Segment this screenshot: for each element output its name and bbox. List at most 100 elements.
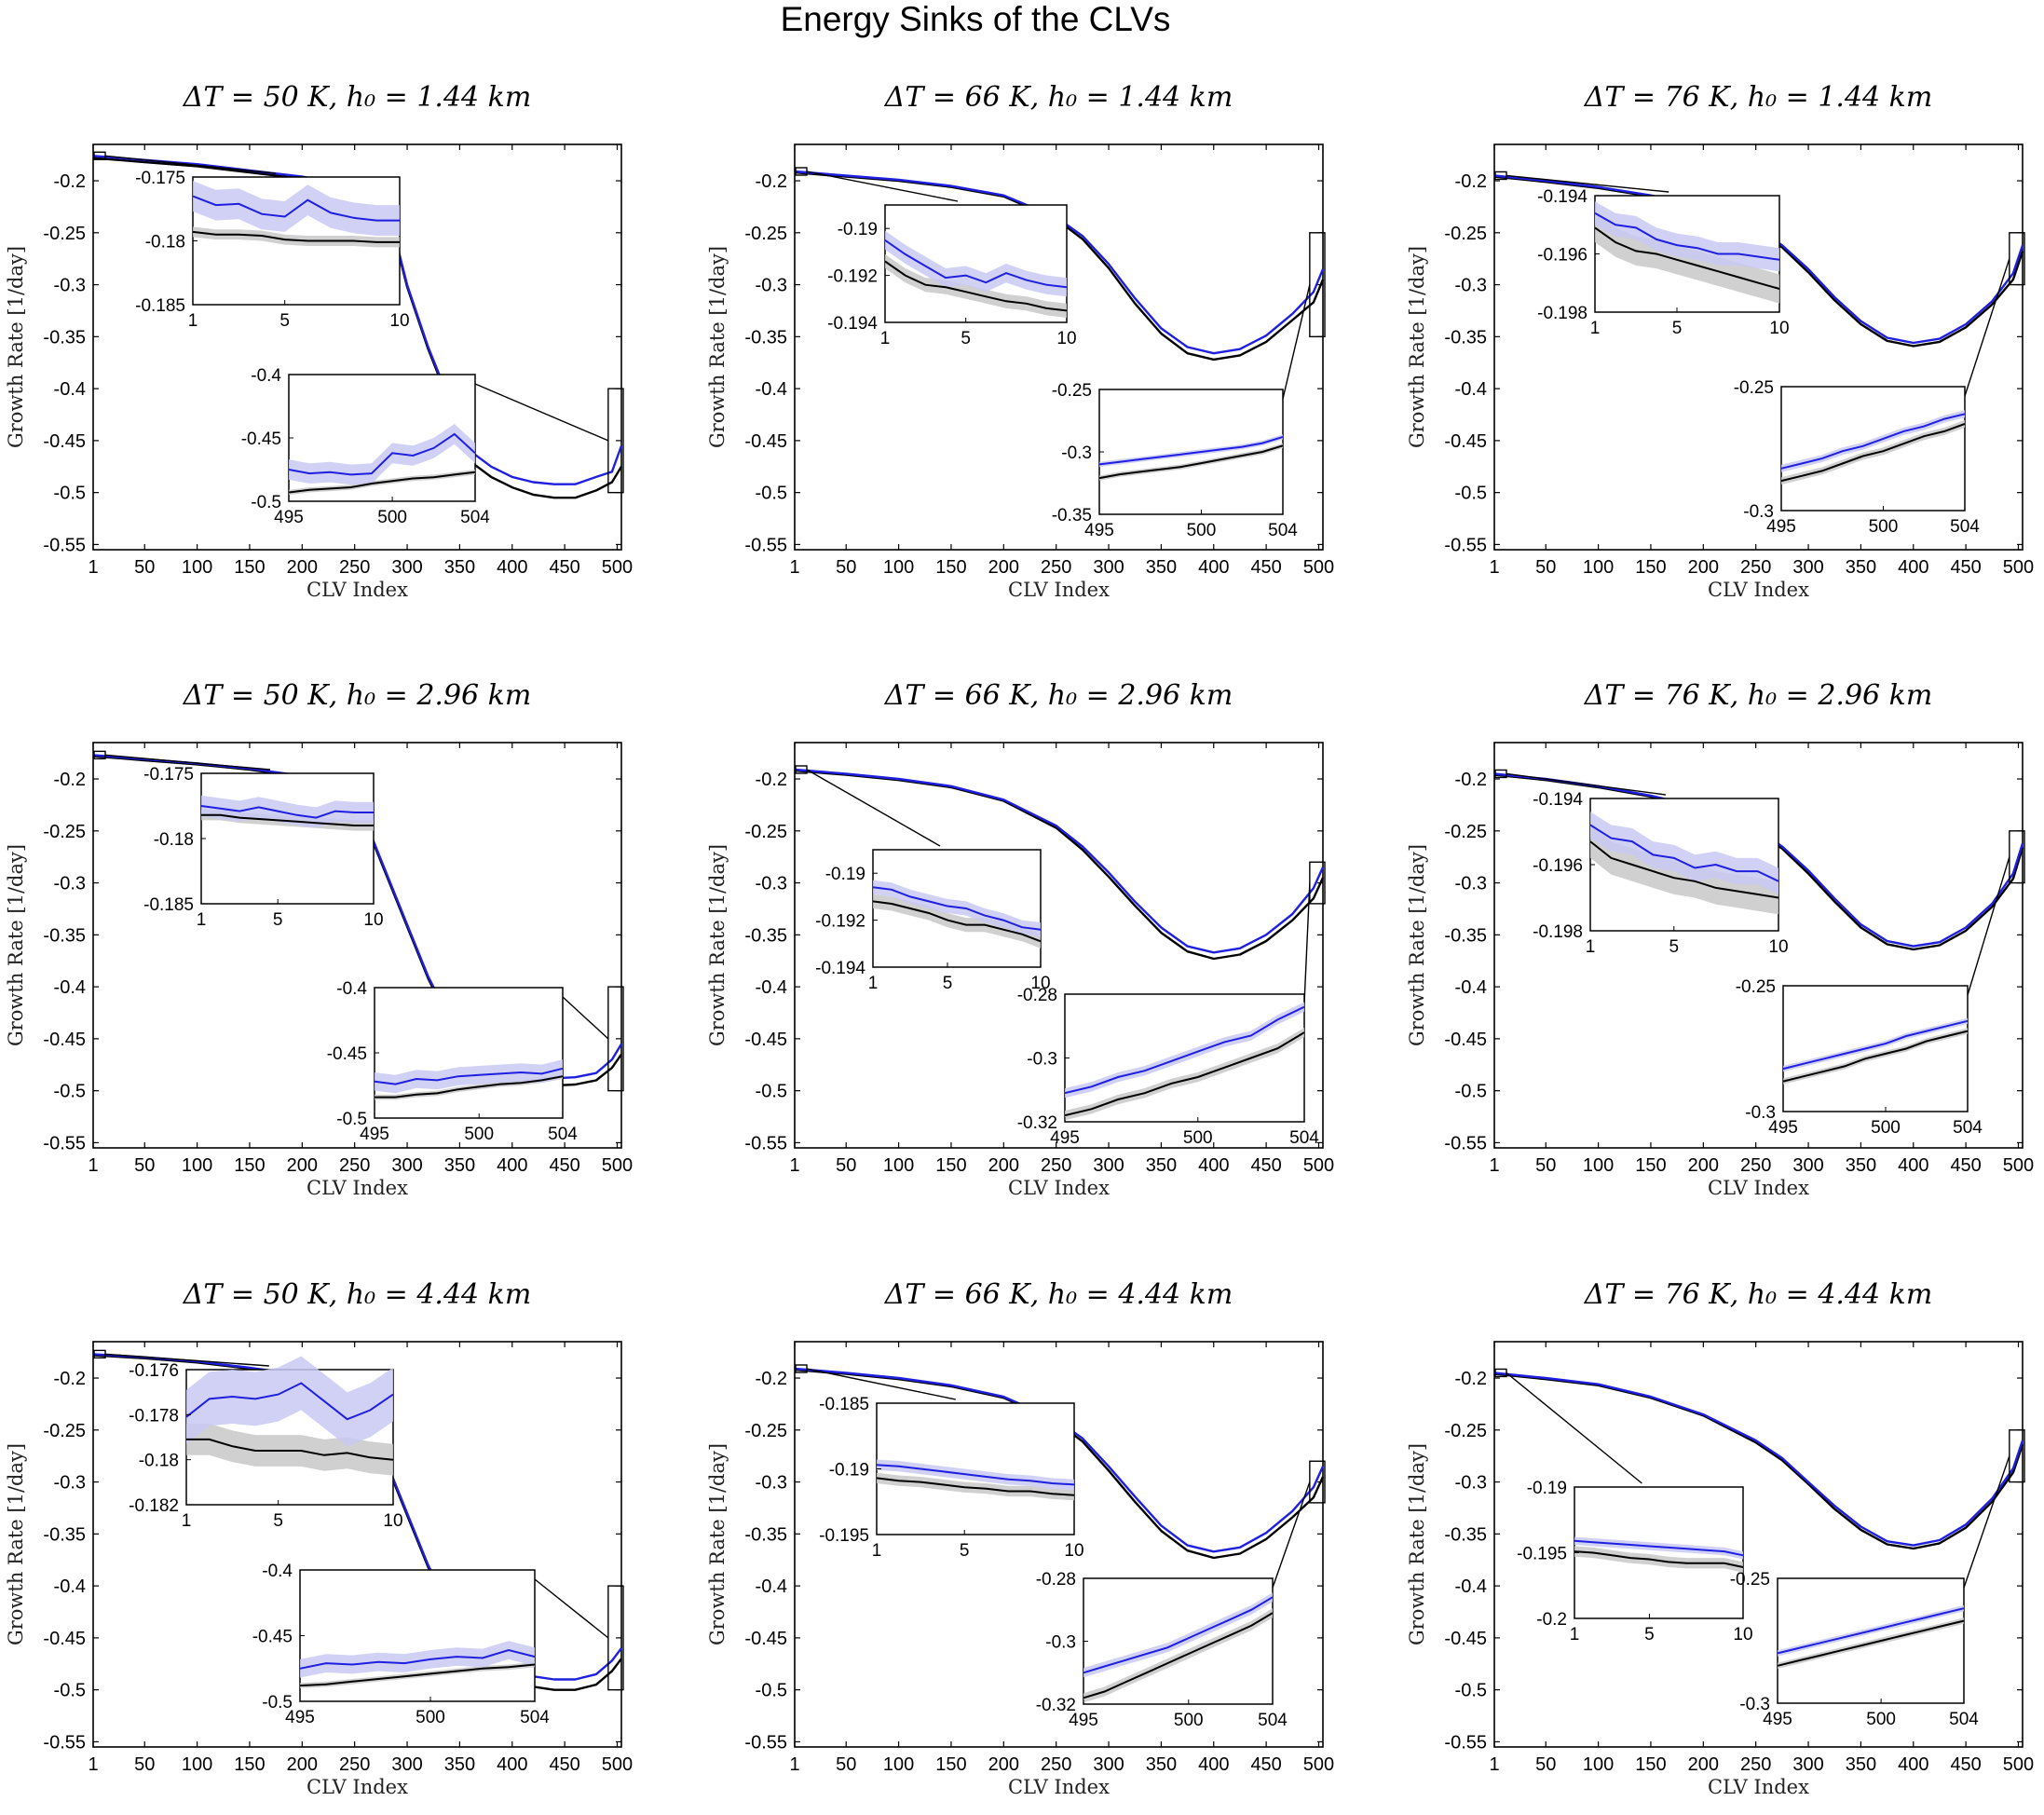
x-tick-label: 300 xyxy=(1792,1754,1823,1775)
y-axis-label: Growth Rate [1/day] xyxy=(706,1443,729,1645)
y-tick-label: -0.3 xyxy=(1455,874,1487,894)
y-tick-label: -0.45 xyxy=(744,1629,787,1649)
inset-x-tick-label: 495 xyxy=(1763,1710,1792,1729)
inset-x-tick-label: 504 xyxy=(460,508,490,527)
y-tick-label: -0.55 xyxy=(43,535,86,555)
panel-title: ΔT = 76 K, h₀ = 2.96 km xyxy=(1584,679,1933,712)
y-tick-label: -0.25 xyxy=(744,1421,787,1441)
x-axis-label: CLV Index xyxy=(307,579,408,601)
x-tick-label: 350 xyxy=(1146,1155,1177,1176)
blue-inset-band xyxy=(1574,1536,1743,1560)
inset-connector xyxy=(1964,258,2010,397)
y-tick-label: -0.5 xyxy=(756,1681,787,1701)
x-tick-label: 350 xyxy=(1146,557,1177,578)
y-tick-label: -0.35 xyxy=(1444,1524,1487,1545)
panel-title: ΔT = 50 K, h₀ = 1.44 km xyxy=(183,81,532,114)
x-tick-label: 450 xyxy=(549,1754,579,1775)
x-axis-label: CLV Index xyxy=(307,1776,408,1798)
x-tick-label: 1 xyxy=(1489,1754,1499,1775)
y-tick-label: -0.35 xyxy=(43,925,86,946)
x-tick-label: 250 xyxy=(339,1754,370,1775)
x-tick-label: 250 xyxy=(1740,1754,1771,1775)
inset-y-tick-label: -0.28 xyxy=(1017,986,1057,1005)
y-tick-label: -0.45 xyxy=(1444,1629,1487,1649)
inset-connector xyxy=(104,1353,269,1367)
inset-y-tick-label: -0.176 xyxy=(129,1361,179,1381)
y-axis-label: Growth Rate [1/day] xyxy=(706,246,729,448)
inset-y-tick-label: -0.19 xyxy=(825,865,865,884)
y-tick-label: -0.3 xyxy=(54,874,86,894)
x-tick-label: 350 xyxy=(444,557,475,578)
x-tick-label: 200 xyxy=(287,557,318,578)
inset-y-tick-label: -0.5 xyxy=(251,493,281,512)
inset-last: 495 500 504 -0.4 -0.45 -0.5 xyxy=(327,979,609,1144)
inset-y-tick-label: -0.198 xyxy=(1537,304,1588,323)
inset-y-tick-label: -0.194 xyxy=(1533,790,1583,810)
x-tick-label: 50 xyxy=(1535,1754,1556,1775)
inset-y-tick-label: -0.3 xyxy=(1743,502,1774,522)
x-tick-label: 250 xyxy=(339,1155,370,1176)
y-tick-label: -0.55 xyxy=(1444,1133,1487,1153)
inset-x-tick-label: 504 xyxy=(1953,1118,1983,1138)
x-tick-label: 500 xyxy=(1303,557,1334,578)
blue-inset-line xyxy=(1083,1596,1274,1674)
inset-last: 495 500 504 -0.28 -0.3 -0.32 xyxy=(1017,882,1319,1148)
x-tick-label: 100 xyxy=(883,1155,914,1176)
inset-last: 495 500 504 -0.25 -0.3 -0.35 xyxy=(1052,284,1311,540)
blue-inset-line xyxy=(185,1382,394,1421)
x-tick-label: 50 xyxy=(836,1754,856,1775)
y-tick-label: -0.3 xyxy=(1455,276,1487,296)
y-tick-label: -0.4 xyxy=(756,1576,787,1597)
blue-inset-line xyxy=(872,886,1042,931)
x-tick-label: 500 xyxy=(602,1754,633,1775)
inset-y-tick-label: -0.196 xyxy=(1537,246,1588,266)
x-tick-label: 50 xyxy=(1535,557,1556,578)
blue-inset-band xyxy=(1065,1002,1304,1099)
x-tick-label: 500 xyxy=(2003,1754,2034,1775)
inset-first: 1 5 10 -0.185 -0.19 -0.195 xyxy=(806,1368,1084,1561)
blue-series-line xyxy=(1493,1371,2024,1547)
inset-y-tick-label: -0.185 xyxy=(135,296,185,316)
y-tick-label: -0.35 xyxy=(744,327,787,348)
x-tick-label: 300 xyxy=(1093,557,1124,578)
panel-title: ΔT = 76 K, h₀ = 1.44 km xyxy=(1584,81,1933,114)
y-tick-label: -0.3 xyxy=(756,1473,787,1494)
inset-x-tick-label: 10 xyxy=(389,311,409,331)
black-inset-band xyxy=(186,1424,393,1476)
y-tick-label: -0.2 xyxy=(1455,770,1487,790)
blue-series-line xyxy=(794,1367,1325,1553)
inset-first: 1 5 10 -0.175 -0.18 -0.185 xyxy=(104,754,384,930)
inset-x-tick-label: 10 xyxy=(1056,329,1076,348)
inset-first: 1 5 10 -0.19 -0.195 -0.2 xyxy=(1506,1371,1753,1644)
inset-last: 495 500 504 -0.4 -0.45 -0.5 xyxy=(241,366,609,527)
inset-x-tick-label: 495 xyxy=(1768,1118,1798,1138)
x-tick-label: 50 xyxy=(836,557,856,578)
inset-x-tick-label: 495 xyxy=(1084,521,1114,540)
y-tick-label: -0.2 xyxy=(54,171,86,192)
x-tick-label: 400 xyxy=(497,557,527,578)
y-tick-label: -0.2 xyxy=(756,1369,787,1389)
x-tick-label: 300 xyxy=(391,557,422,578)
y-tick-label: -0.45 xyxy=(1444,1030,1487,1050)
x-tick-label: 1 xyxy=(789,557,799,578)
x-tick-label: 450 xyxy=(1950,1155,1981,1176)
x-tick-label: 500 xyxy=(2003,1155,2034,1176)
x-tick-label: 250 xyxy=(1041,1754,1071,1775)
y-tick-label: -0.2 xyxy=(1455,171,1487,192)
panel-title: ΔT = 66 K, h₀ = 1.44 km xyxy=(884,81,1233,114)
panel-p12: ΔT = 66 K, h₀ = 1.44 km1 50 100 150 200 250 30… xyxy=(706,81,1334,601)
inset-y-tick-label: -0.4 xyxy=(262,1562,293,1581)
inset-first: 1 5 10 -0.19 -0.192 -0.194 xyxy=(806,769,1051,993)
inset-last: 495 500 504 -0.28 -0.3 -0.32 xyxy=(1036,1481,1311,1730)
blue-inset-line xyxy=(1594,212,1780,261)
y-axis-label: Growth Rate [1/day] xyxy=(706,844,729,1046)
inset-y-tick-label: -0.18 xyxy=(145,233,185,252)
y-tick-label: -0.45 xyxy=(43,431,86,452)
inset-y-tick-label: -0.5 xyxy=(262,1693,293,1713)
inset-x-tick-label: 5 xyxy=(961,329,971,348)
inset-y-tick-label: -0.185 xyxy=(819,1395,869,1414)
panel-p11: ΔT = 50 K, h₀ = 1.44 km1 50 100 150 200 250 30… xyxy=(5,81,633,601)
x-tick-label: 200 xyxy=(1688,1155,1719,1176)
x-tick-label: 1 xyxy=(1489,1155,1499,1176)
inset-x-tick-label: 10 xyxy=(363,910,383,930)
